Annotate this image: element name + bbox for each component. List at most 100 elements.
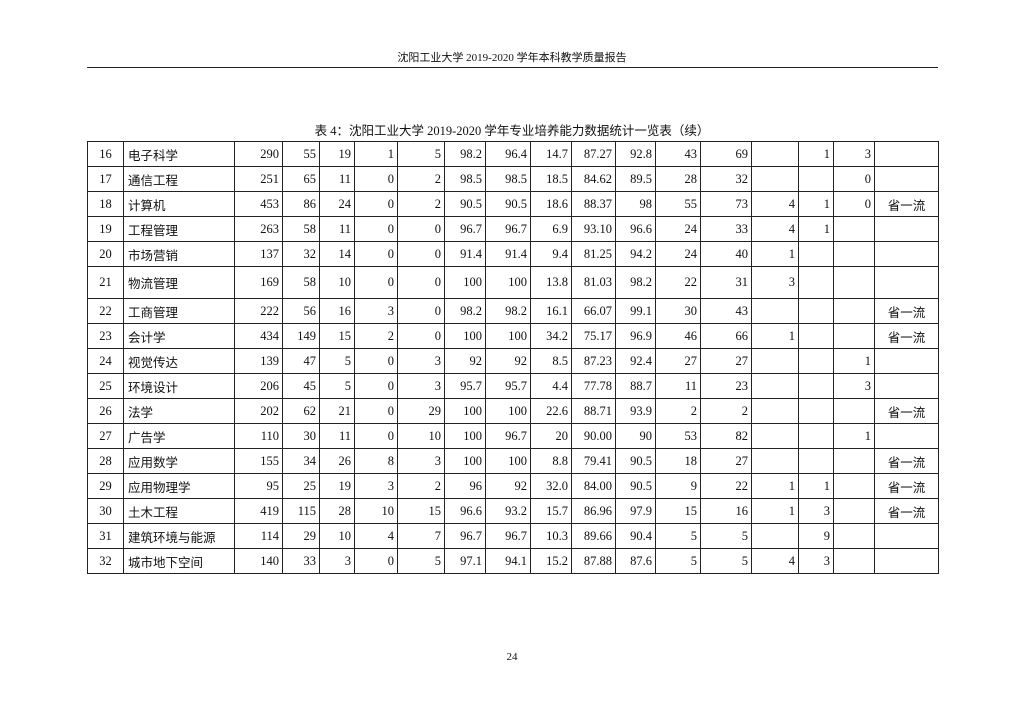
data-cell: 419 xyxy=(234,498,283,524)
data-cell: 139 xyxy=(234,348,283,374)
data-cell: 90.00 xyxy=(571,423,616,449)
data-cell: 1 xyxy=(798,216,834,242)
table-row: 18 计算机 453 86 24 0 2 90.5 90.5 18.6 88.37 98 55 73 4 1 0… xyxy=(87,191,939,217)
statistics-table: 16 电子科学 290 55 19 1 5 98.2 96.4 14.7 87.27 92.8 43 69… xyxy=(87,141,939,574)
data-cell: 8.8 xyxy=(530,448,572,474)
data-cell: 2 xyxy=(397,473,445,499)
data-cell: 18.5 xyxy=(530,166,572,192)
page-number: 24 xyxy=(506,651,518,663)
major-name: 建筑环境与能源 xyxy=(123,523,235,549)
data-cell xyxy=(798,448,834,474)
data-cell: 24 xyxy=(319,191,355,217)
data-cell: 10 xyxy=(319,266,355,299)
data-cell xyxy=(798,266,834,299)
table-row: 20 市场营销 137 32 14 0 0 91.4 91.4 9.4 81.25 94.2 24 40 1 xyxy=(87,241,939,267)
row-index: 18 xyxy=(87,191,124,217)
data-cell: 32 xyxy=(282,241,320,267)
data-cell: 89.5 xyxy=(615,166,656,192)
data-cell: 0 xyxy=(354,548,398,574)
data-cell: 19 xyxy=(319,141,355,167)
data-cell: 7 xyxy=(397,523,445,549)
data-cell xyxy=(798,241,834,267)
major-name: 市场营销 xyxy=(123,241,235,267)
data-cell: 14 xyxy=(319,241,355,267)
data-cell: 15.7 xyxy=(530,498,572,524)
data-cell xyxy=(798,298,834,324)
data-cell: 0 xyxy=(354,398,398,424)
data-cell: 149 xyxy=(282,323,320,349)
data-cell: 90.5 xyxy=(615,473,656,499)
data-cell: 0 xyxy=(354,191,398,217)
data-cell: 81.03 xyxy=(571,266,616,299)
data-cell: 96.6 xyxy=(444,498,486,524)
data-cell xyxy=(833,298,875,324)
data-cell: 55 xyxy=(282,141,320,167)
row-index: 16 xyxy=(87,141,124,167)
data-cell: 90.5 xyxy=(615,448,656,474)
data-cell: 34 xyxy=(282,448,320,474)
data-cell: 96.7 xyxy=(444,216,486,242)
row-index: 30 xyxy=(87,498,124,524)
data-cell: 1 xyxy=(751,241,799,267)
data-cell: 90 xyxy=(615,423,656,449)
data-cell: 1 xyxy=(833,348,875,374)
data-cell: 100 xyxy=(485,266,531,299)
data-cell: 19 xyxy=(319,473,355,499)
data-cell: 222 xyxy=(234,298,283,324)
major-name: 应用数学 xyxy=(123,448,235,474)
data-cell: 31 xyxy=(700,266,752,299)
data-cell: 94.1 xyxy=(485,548,531,574)
data-cell: 9 xyxy=(655,473,701,499)
data-cell xyxy=(798,166,834,192)
data-cell: 0 xyxy=(354,216,398,242)
data-cell: 263 xyxy=(234,216,283,242)
data-cell: 96.7 xyxy=(485,216,531,242)
data-cell: 89.66 xyxy=(571,523,616,549)
major-name: 通信工程 xyxy=(123,166,235,192)
data-cell: 11 xyxy=(319,216,355,242)
data-cell: 15 xyxy=(319,323,355,349)
data-cell: 96.7 xyxy=(485,523,531,549)
remark-cell: 省一流 xyxy=(874,323,939,349)
data-cell: 16 xyxy=(319,298,355,324)
data-cell: 1 xyxy=(354,141,398,167)
data-cell: 9 xyxy=(798,523,834,549)
row-index: 19 xyxy=(87,216,124,242)
data-cell: 24 xyxy=(655,216,701,242)
data-cell: 100 xyxy=(444,423,486,449)
data-cell: 33 xyxy=(282,548,320,574)
data-cell: 66.07 xyxy=(571,298,616,324)
data-cell: 4 xyxy=(751,216,799,242)
data-cell: 84.62 xyxy=(571,166,616,192)
data-cell: 93.9 xyxy=(615,398,656,424)
data-cell: 87.27 xyxy=(571,141,616,167)
data-cell xyxy=(751,348,799,374)
data-cell: 77.78 xyxy=(571,373,616,399)
data-cell: 66 xyxy=(700,323,752,349)
data-cell: 96.7 xyxy=(485,423,531,449)
data-cell: 0 xyxy=(833,191,875,217)
data-cell: 5 xyxy=(700,548,752,574)
data-cell: 9.4 xyxy=(530,241,572,267)
data-cell: 4 xyxy=(751,548,799,574)
data-cell: 69 xyxy=(700,141,752,167)
data-cell: 23 xyxy=(700,373,752,399)
data-cell xyxy=(798,423,834,449)
data-cell: 110 xyxy=(234,423,283,449)
remark-cell: 省一流 xyxy=(874,448,939,474)
data-cell: 16.1 xyxy=(530,298,572,324)
data-cell: 47 xyxy=(282,348,320,374)
data-cell xyxy=(833,216,875,242)
data-cell: 1 xyxy=(751,473,799,499)
data-cell: 11 xyxy=(319,166,355,192)
remark-cell: 省一流 xyxy=(874,498,939,524)
data-cell: 97.9 xyxy=(615,498,656,524)
row-index: 21 xyxy=(87,266,124,299)
data-cell: 10 xyxy=(319,523,355,549)
data-cell: 5 xyxy=(655,523,701,549)
data-cell: 0 xyxy=(354,373,398,399)
table-row: 21 物流管理 169 58 10 0 0 100 100 13.8 81.03 98.2 22 31 3 xyxy=(87,266,939,299)
data-cell: 0 xyxy=(397,241,445,267)
data-cell: 79.41 xyxy=(571,448,616,474)
data-cell: 290 xyxy=(234,141,283,167)
